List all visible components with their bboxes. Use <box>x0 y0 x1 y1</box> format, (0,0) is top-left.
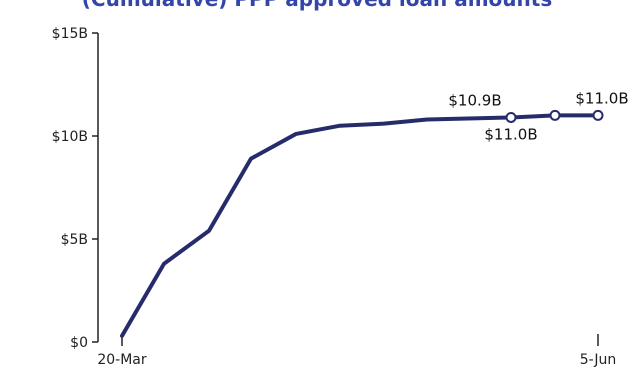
series-layer <box>120 109 604 338</box>
series-line <box>120 113 600 338</box>
y-tick-label: $10B <box>52 129 88 145</box>
data-point-marker <box>549 109 561 121</box>
y-tick-label: $0 <box>70 335 88 351</box>
data-label: $11.0B <box>575 89 628 107</box>
axis-ticks: $0 $5B $10B $15B 20-Mar 5-Jun <box>52 26 617 368</box>
y-tick-label: $5B <box>61 232 88 248</box>
chart-title: (Cumulative) PPP approved loan amounts <box>82 0 552 11</box>
x-tick-label: 20-Mar <box>97 352 147 368</box>
data-label: $11.0B <box>484 125 537 143</box>
data-point-marker <box>505 111 517 123</box>
data-label: $10.9B <box>448 91 501 109</box>
y-tick-label: $15B <box>52 26 88 42</box>
x-tick-label: 5-Jun <box>580 352 617 368</box>
data-point-marker <box>592 109 604 121</box>
data-labels: $10.9B $11.0B $11.0B <box>448 89 628 143</box>
